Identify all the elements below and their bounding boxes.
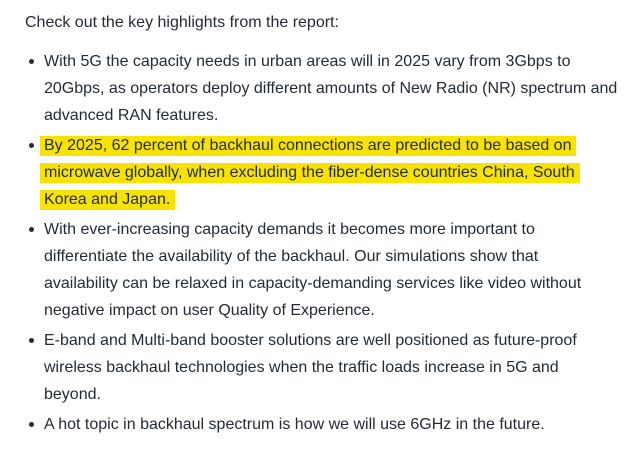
bullet-line: Korea and Japan. [40,186,608,213]
bullet-line: By 2025, 62 percent of backhaul connecti… [40,132,608,159]
bullet-item: A hot topic in backhaul spectrum is how … [25,411,608,438]
bullet-icon [29,143,34,148]
bullet-icon [29,338,34,343]
bullet-line: wireless backhaul technologies when the … [44,359,559,376]
bullet-line: 20Gbps, as operators deploy different am… [44,80,618,97]
highlights-list: With 5G the capacity needs in urban area… [25,48,618,438]
bullet-line: beyond. [44,386,101,403]
bullet-line: availability can be relaxed in capacity-… [44,275,582,292]
bullet-line: microwave globally, when excluding the f… [40,159,608,186]
highlighted-text: By 2025, 62 percent of backhaul connecti… [40,136,577,156]
bullet-line: With ever-increasing capacity demands it… [44,221,535,238]
bullet-line: E-band and Multi-band booster solutions … [44,332,577,349]
bullet-line: negative impact on user Quality of Exper… [44,302,375,319]
bullet-line: differentiate the availability of the ba… [44,248,539,265]
bullet-line: A hot topic in backhaul spectrum is how … [44,416,545,433]
bullet-icon [29,59,34,64]
bullet-item: E-band and Multi-band booster solutions … [25,327,608,408]
bullet-line: advanced RAN features. [44,107,219,124]
bullet-icon [29,227,34,232]
bullet-icon [29,422,34,427]
bullet-item: With 5G the capacity needs in urban area… [25,48,618,129]
bullet-line: With 5G the capacity needs in urban area… [44,53,571,70]
bullet-item-highlighted: By 2025, 62 percent of backhaul connecti… [25,132,608,213]
highlighted-text: Korea and Japan. [40,190,176,210]
intro-text: Check out the key highlights from the re… [25,14,339,31]
highlighted-text: microwave globally, when excluding the f… [40,163,580,183]
bullet-item: With ever-increasing capacity demands it… [25,216,608,324]
